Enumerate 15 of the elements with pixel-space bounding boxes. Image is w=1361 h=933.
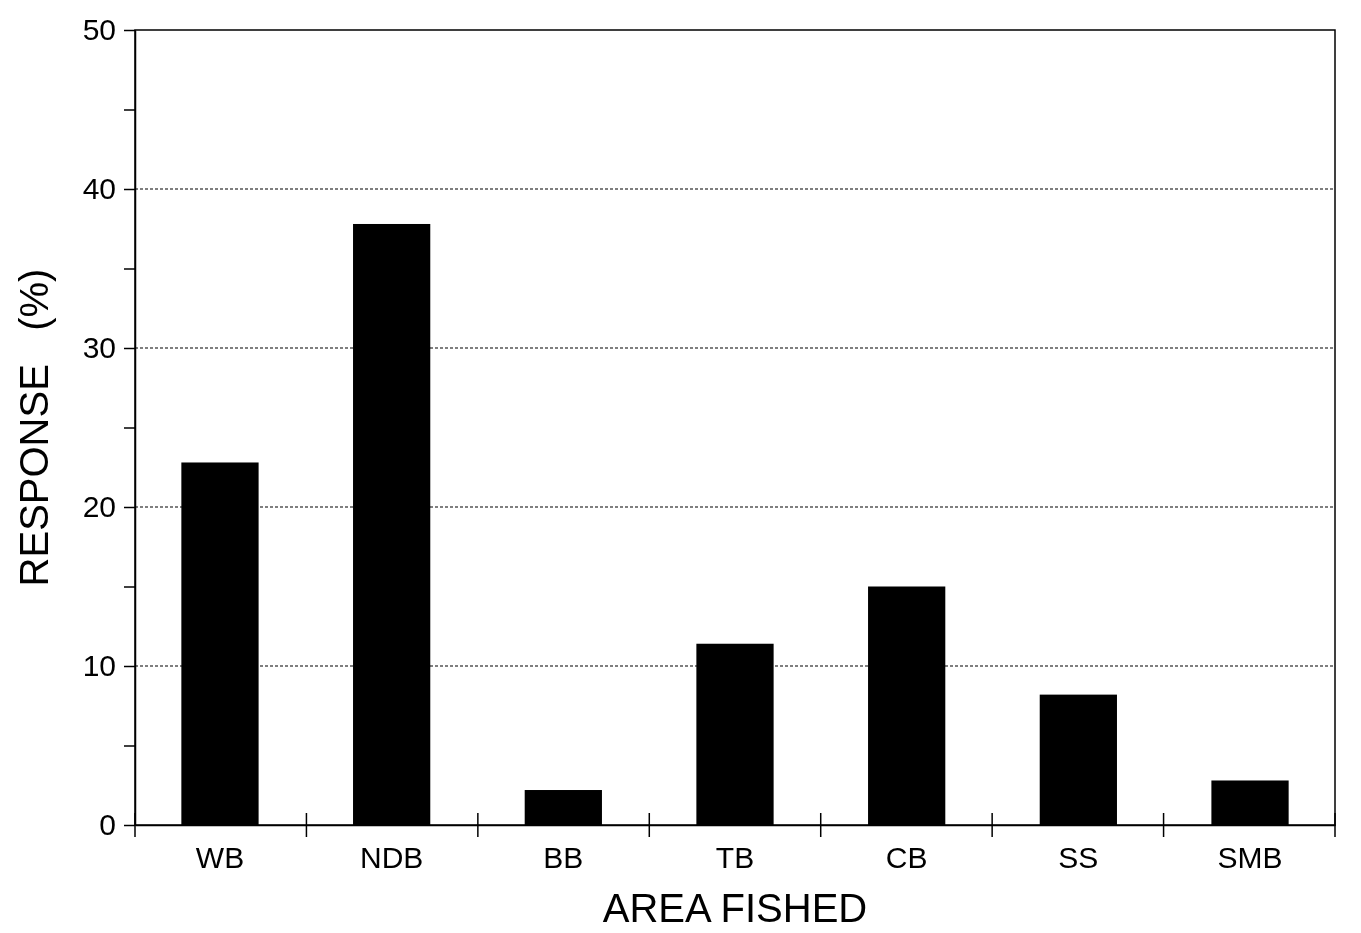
y-tick-label: 0	[99, 808, 116, 842]
x-tick-label: BB	[543, 841, 584, 875]
y-tick-label: 40	[82, 172, 116, 206]
x-tick-label: SS	[1058, 841, 1099, 875]
y-tick-label: 50	[82, 13, 116, 47]
x-tick-label: WB	[195, 841, 245, 875]
x-tick-label: NDB	[359, 841, 424, 875]
y-tick-label: 10	[82, 649, 116, 683]
x-tick-label: SMB	[1217, 841, 1283, 875]
x-tick-label: CB	[885, 841, 928, 875]
x-tick-label: TB	[715, 841, 755, 875]
y-axis-title: RESPONSE (%)	[12, 268, 56, 587]
x-axis-title: AREA FISHED	[602, 886, 868, 930]
y-tick-label: 20	[82, 490, 116, 524]
y-tick-label: 30	[82, 331, 116, 365]
